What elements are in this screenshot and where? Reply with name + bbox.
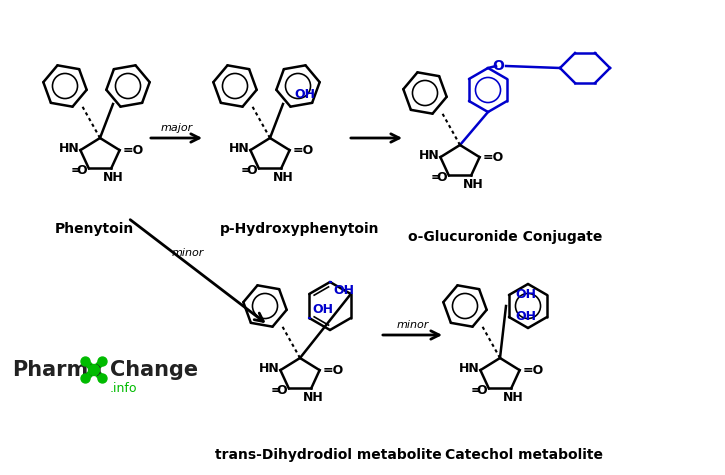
Text: O: O	[492, 59, 504, 73]
Text: Pharma: Pharma	[12, 360, 102, 380]
Text: Change: Change	[110, 360, 198, 380]
Text: NH: NH	[103, 171, 123, 184]
Text: OH: OH	[515, 311, 536, 323]
Text: NH: NH	[463, 179, 484, 191]
Text: HN: HN	[228, 142, 249, 155]
Circle shape	[98, 357, 107, 366]
Text: minor: minor	[172, 248, 204, 258]
Text: =O: =O	[123, 143, 144, 157]
Text: .info: .info	[110, 381, 138, 395]
Text: OH: OH	[515, 288, 536, 302]
Text: =: =	[270, 384, 281, 397]
Text: Phenytoin: Phenytoin	[55, 222, 134, 236]
Text: =: =	[430, 171, 441, 184]
Text: HN: HN	[59, 142, 80, 155]
Text: HN: HN	[459, 361, 479, 375]
Text: Catechol metabolite: Catechol metabolite	[445, 448, 603, 462]
Text: =: =	[471, 384, 481, 397]
Text: O: O	[247, 164, 257, 177]
Circle shape	[88, 364, 99, 376]
Text: =: =	[240, 164, 251, 177]
Circle shape	[81, 357, 90, 366]
Text: OH: OH	[294, 88, 315, 101]
Text: O: O	[76, 164, 87, 177]
Text: major: major	[160, 123, 193, 133]
Text: =: =	[70, 164, 80, 177]
Text: minor: minor	[397, 320, 428, 330]
Text: trans-Dihydrodiol metabolite: trans-Dihydrodiol metabolite	[215, 448, 442, 462]
Text: p-Hydroxyphenytoin: p-Hydroxyphenytoin	[220, 222, 379, 236]
Text: NH: NH	[303, 391, 323, 404]
Text: =O: =O	[323, 364, 344, 377]
Text: =O: =O	[483, 151, 504, 164]
Text: NH: NH	[273, 171, 294, 184]
Circle shape	[98, 374, 107, 383]
Text: O: O	[276, 384, 287, 397]
Text: =O: =O	[293, 143, 314, 157]
Text: O: O	[436, 171, 447, 184]
Text: OH: OH	[333, 284, 354, 297]
Text: NH: NH	[503, 391, 523, 404]
Text: HN: HN	[418, 149, 439, 162]
Text: O: O	[476, 384, 486, 397]
Circle shape	[81, 374, 90, 383]
Text: HN: HN	[259, 361, 279, 375]
Text: OH: OH	[312, 303, 334, 316]
Text: o-Glucuronide Conjugate: o-Glucuronide Conjugate	[408, 230, 602, 244]
Text: =O: =O	[523, 364, 544, 377]
